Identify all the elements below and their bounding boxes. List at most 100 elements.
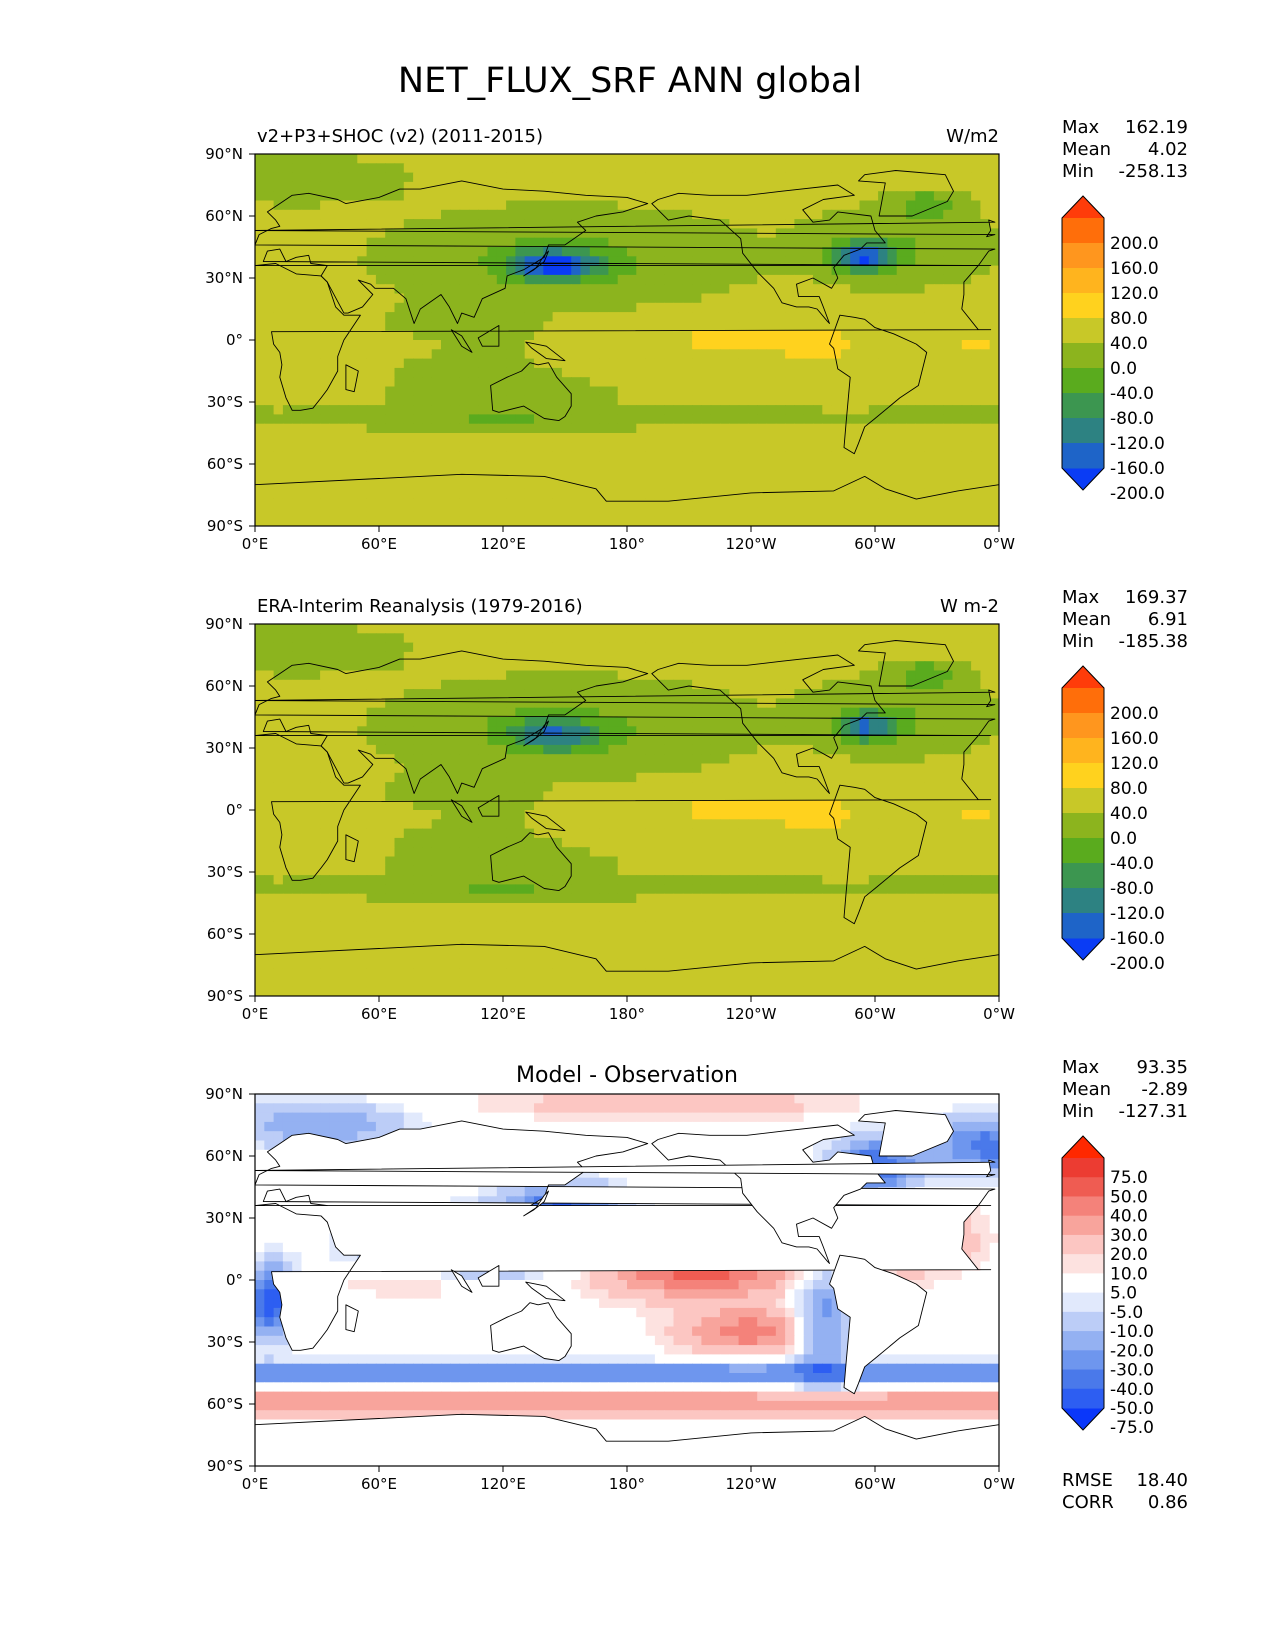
heatmap-cell xyxy=(524,414,535,425)
heatmap-cell xyxy=(961,488,972,499)
heatmap-cell xyxy=(273,386,284,397)
heatmap-cell xyxy=(255,181,265,192)
heatmap-cell xyxy=(989,661,999,672)
heatmap-cell xyxy=(952,377,963,388)
heatmap-cell xyxy=(552,181,563,192)
heatmap-cell xyxy=(645,423,656,434)
heatmap-cell xyxy=(813,367,823,378)
heatmap-cell xyxy=(431,414,442,425)
heatmap-cell xyxy=(589,498,600,508)
heatmap-cell xyxy=(608,735,619,746)
heatmap-cell xyxy=(617,498,628,508)
heatmap-cell xyxy=(980,433,991,443)
heatmap-cell xyxy=(710,516,721,526)
heatmap-cell xyxy=(441,754,451,765)
heatmap-cell xyxy=(627,460,637,471)
heatmap-cell xyxy=(664,516,675,526)
heatmap-cell xyxy=(989,340,999,350)
heatmap-cell xyxy=(636,488,647,499)
heatmap-cell xyxy=(366,442,377,453)
heatmap-cell xyxy=(785,717,795,727)
heatmap-cell xyxy=(348,284,358,295)
heatmap-cell xyxy=(673,754,684,765)
heatmap-cell xyxy=(394,488,405,499)
heatmap-cell xyxy=(348,219,358,229)
heatmap-cell xyxy=(654,633,665,644)
heatmap-cell xyxy=(403,200,414,211)
heatmap-cell xyxy=(822,507,833,518)
heatmap-cell xyxy=(664,367,675,378)
heatmap-cell xyxy=(599,256,609,267)
heatmap-cell xyxy=(255,312,265,322)
heatmap-cell xyxy=(543,670,554,681)
heatmap-cell xyxy=(450,717,461,727)
heatmap-cell xyxy=(933,791,944,802)
colorbar-band xyxy=(1062,443,1104,469)
heatmap-cell xyxy=(627,340,637,350)
heatmap-cell xyxy=(673,642,684,653)
heatmap-cell xyxy=(422,321,433,332)
heatmap-cell xyxy=(543,479,554,490)
heatmap-cell xyxy=(859,744,870,755)
heatmap-cell xyxy=(915,274,926,285)
heatmap-cell xyxy=(413,321,423,332)
heatmap-cell xyxy=(506,163,516,174)
heatmap-cell xyxy=(468,460,479,471)
heatmap-cell xyxy=(589,395,600,406)
heatmap-cell xyxy=(924,735,935,746)
heatmap-cell xyxy=(487,633,498,644)
heatmap-cell xyxy=(506,358,516,369)
heatmap-cell xyxy=(273,670,284,681)
heatmap-cell xyxy=(608,661,619,672)
heatmap-cell xyxy=(887,498,898,508)
heatmap-cell xyxy=(701,330,712,341)
heatmap-cell xyxy=(561,772,572,783)
heatmap-cell xyxy=(357,274,368,285)
heatmap-cell xyxy=(813,200,823,211)
heatmap-cell xyxy=(552,358,563,369)
heatmap-cell xyxy=(468,642,479,653)
heatmap-cell xyxy=(943,386,954,397)
heatmap-cell xyxy=(282,228,293,239)
heatmap-cell xyxy=(710,651,721,662)
heatmap-cell xyxy=(961,661,972,672)
heatmap-cell xyxy=(543,726,554,737)
heatmap-cell xyxy=(850,451,861,462)
heatmap-cell xyxy=(906,698,916,709)
heatmap-cell xyxy=(980,181,991,192)
heatmap-cell xyxy=(580,154,591,164)
heatmap-cell xyxy=(859,377,870,388)
heatmap-cell xyxy=(933,321,944,332)
heatmap-cell xyxy=(682,754,693,765)
heatmap-cell xyxy=(478,498,489,508)
heatmap-cell xyxy=(478,726,489,737)
heatmap-cell xyxy=(840,726,851,737)
heatmap-cell xyxy=(766,284,777,295)
heatmap-cell xyxy=(441,507,451,518)
heatmap-cell xyxy=(273,367,284,378)
heatmap-cell xyxy=(673,744,684,755)
heatmap-cell xyxy=(478,219,489,229)
heatmap-cell xyxy=(896,265,907,276)
heatmap-cell xyxy=(459,689,470,699)
heatmap-cell xyxy=(720,163,730,174)
heatmap-cell xyxy=(543,386,554,397)
heatmap-cell xyxy=(980,763,991,774)
heatmap-cell xyxy=(831,200,842,211)
heatmap-cell xyxy=(952,293,963,304)
heatmap-cell xyxy=(366,488,377,499)
heatmap-cell xyxy=(534,163,544,174)
heatmap-cell xyxy=(608,507,619,518)
heatmap-cell xyxy=(580,433,591,443)
heatmap-cell xyxy=(868,423,879,434)
heatmap-cell xyxy=(701,479,712,490)
heatmap-cell xyxy=(515,800,526,811)
heatmap-cell xyxy=(524,726,535,737)
heatmap-cell xyxy=(292,191,303,202)
heatmap-cell xyxy=(738,154,749,164)
heatmap-cell xyxy=(403,507,414,518)
heatmap-cell xyxy=(664,498,675,508)
heatmap-cell xyxy=(310,819,321,830)
heatmap-cell xyxy=(682,744,693,755)
heatmap-cell xyxy=(571,661,582,672)
